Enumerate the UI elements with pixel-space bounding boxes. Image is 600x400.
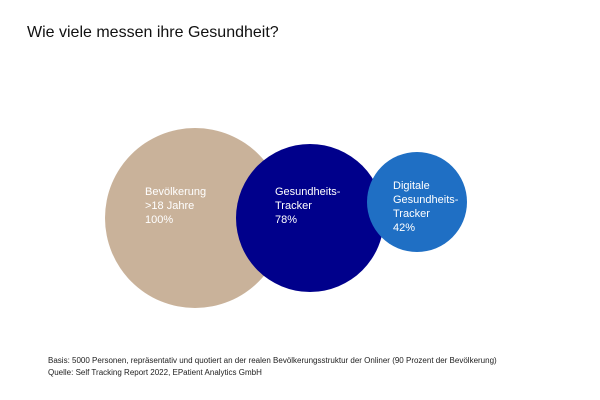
digital-tracker-label-line: Digitale: [393, 180, 430, 192]
digital-tracker-label-line: Tracker: [393, 208, 430, 220]
health-tracker-label-value: 78%: [275, 214, 298, 226]
population-label-value: 100%: [145, 214, 174, 226]
digital-tracker-label: Digitale Gesundheits- Tracker 42%: [393, 179, 458, 235]
page-title: Wie viele messen ihre Gesundheit?: [27, 24, 279, 41]
health-tracker-label-line: Tracker: [275, 200, 312, 212]
health-tracker-label: Gesundheits- Tracker 78%: [275, 185, 340, 227]
digital-tracker-label-value: 42%: [393, 222, 416, 234]
source-footnote: Quelle: Self Tracking Report 2022, EPati…: [48, 368, 262, 377]
population-label: Bevölkerung >18 Jahre 100%: [145, 185, 206, 227]
circle-digital-health-tracker: [367, 152, 467, 252]
circle-health-tracker: [236, 144, 384, 292]
population-label-line: Bevölkerung: [145, 186, 207, 198]
health-tracker-label-line: Gesundheits-: [275, 186, 341, 198]
basis-footnote: Basis: 5000 Personen, repräsentativ und …: [48, 356, 497, 365]
circle-population: [105, 128, 285, 308]
digital-tracker-label-line: Gesundheits-: [393, 194, 459, 206]
population-label-line: >18 Jahre: [145, 200, 195, 212]
